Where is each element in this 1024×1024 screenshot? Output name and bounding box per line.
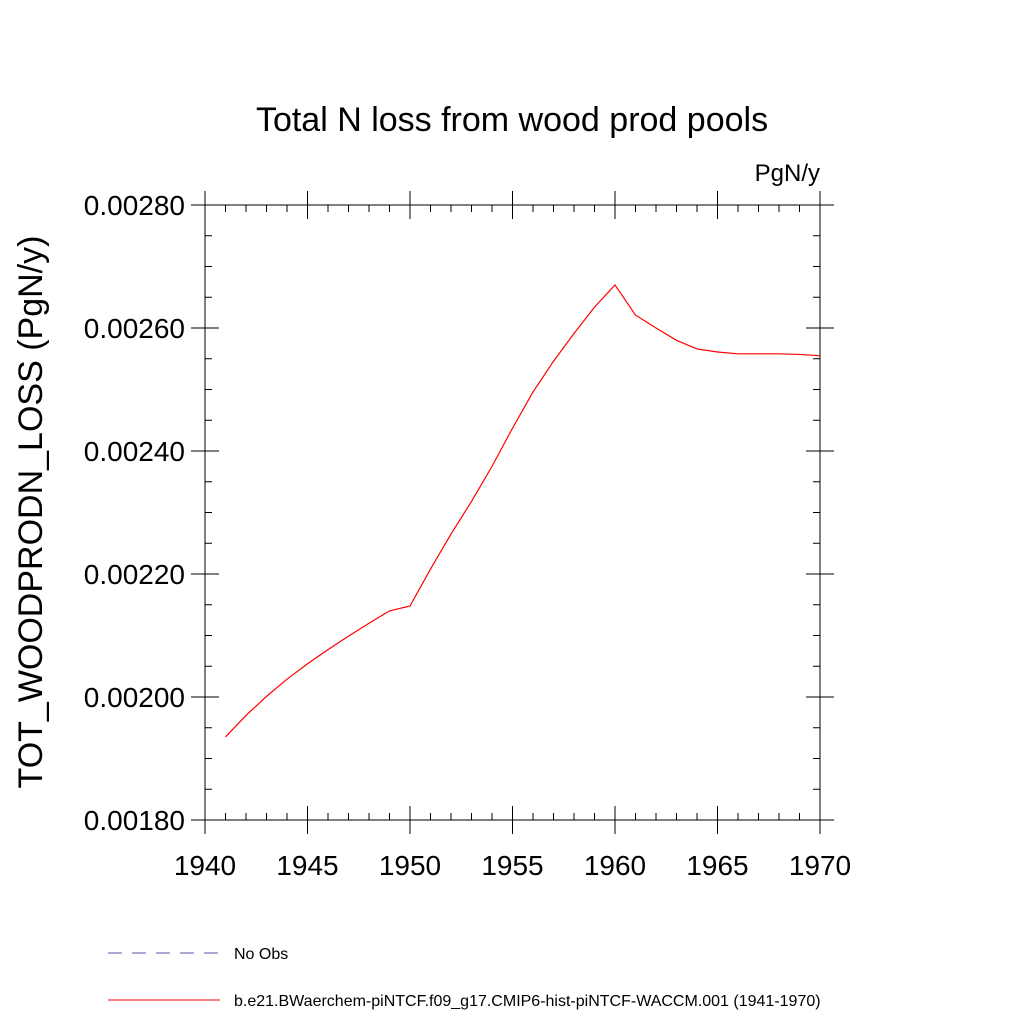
y-tick-label: 0.00200 — [84, 682, 185, 713]
x-tick-label: 1955 — [481, 850, 543, 881]
y-tick-label: 0.00280 — [84, 190, 185, 221]
y-tick-label: 0.00260 — [84, 313, 185, 344]
x-axis-ticks — [204, 191, 821, 834]
y-tick-label: 0.00220 — [84, 559, 185, 590]
y-axis-tick-labels: 0.00180 0.00200 0.00220 0.00240 0.00260 0.002… — [84, 190, 185, 836]
legend-label: b.e21.BWaerchem-piNTCF.f09_g17.CMIP6-his… — [234, 993, 821, 1010]
series-line-0 — [225, 283, 821, 738]
y-axis-label: TOT_WOODPRODN_LOSS (PgN/y) — [12, 236, 50, 789]
x-tick-label: 1945 — [276, 850, 338, 881]
units-label: PgN/y — [755, 160, 820, 187]
y-axis-ticks — [191, 204, 834, 821]
x-axis-tick-labels: 1940 1945 1950 1955 1960 1965 1970 — [174, 850, 851, 881]
chart-title: Total N loss from wood prod pools — [256, 101, 768, 139]
x-tick-label: 1950 — [379, 850, 441, 881]
legend: No Obs b.e21.BWaerchem-piNTCF.f09_g17.CMI… — [108, 946, 821, 1010]
x-tick-label: 1960 — [584, 850, 646, 881]
y-tick-label: 0.00180 — [84, 805, 185, 836]
x-tick-label: 1970 — [789, 850, 851, 881]
plot-frame — [204, 204, 821, 821]
y-tick-label: 0.00240 — [84, 436, 185, 467]
legend-label: No Obs — [234, 946, 288, 963]
x-tick-label: 1965 — [686, 850, 748, 881]
series-layer — [225, 283, 821, 738]
x-tick-label: 1940 — [174, 850, 236, 881]
